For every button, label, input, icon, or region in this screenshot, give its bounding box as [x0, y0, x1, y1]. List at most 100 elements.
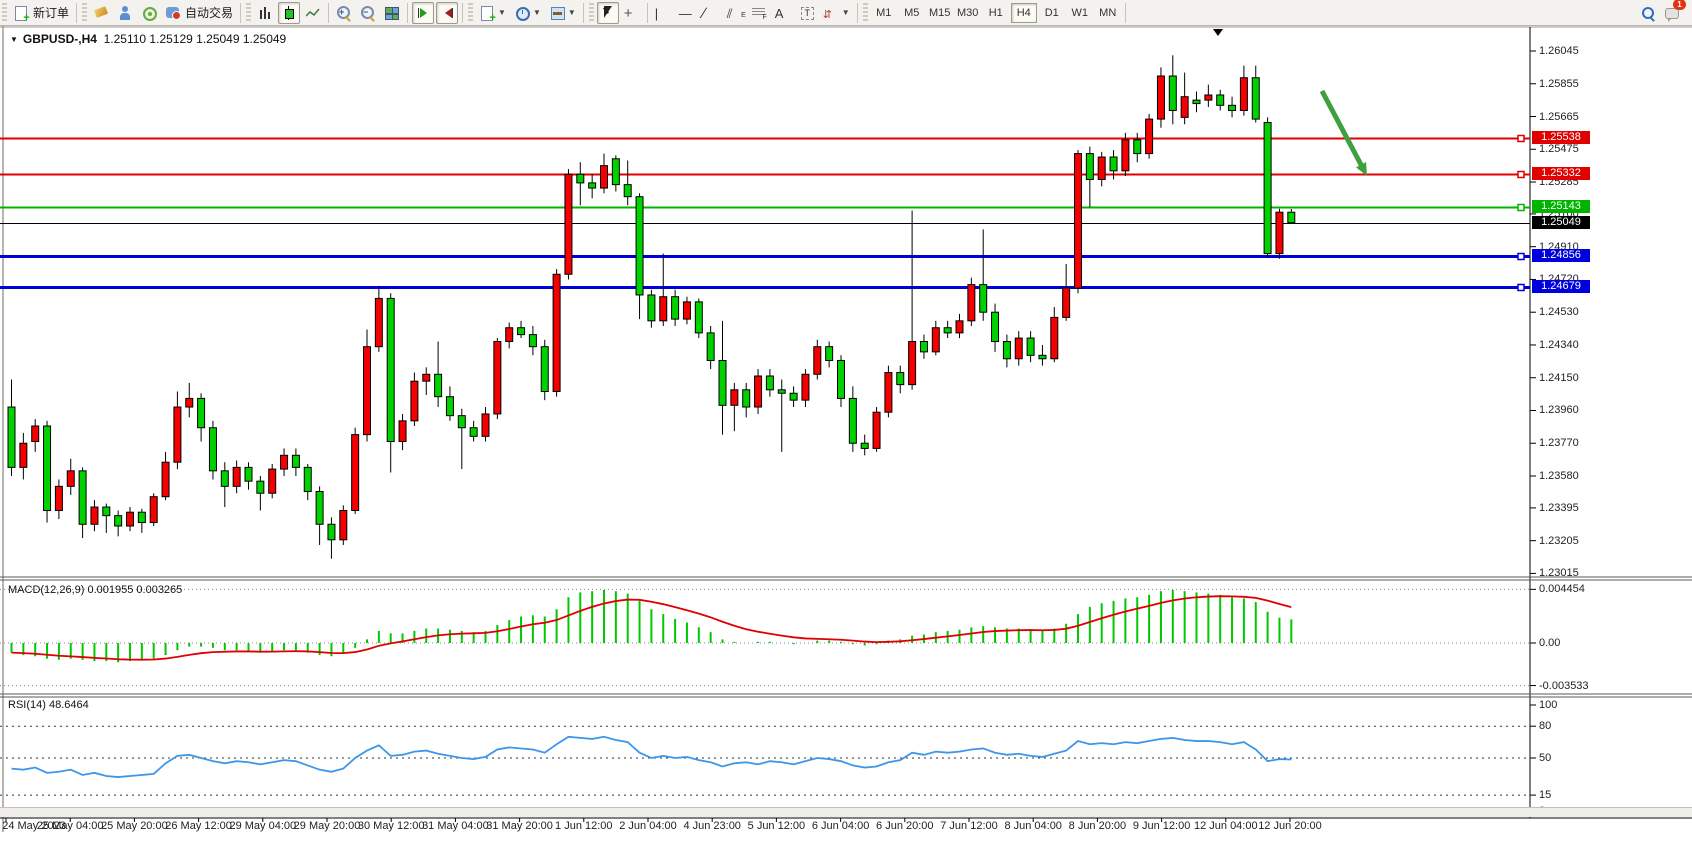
search-button[interactable]: [1637, 2, 1659, 24]
zoom-out-icon: −: [360, 5, 376, 22]
templates-icon: [549, 5, 565, 21]
channel-icon: ⫽: [727, 5, 743, 21]
signal-button[interactable]: [138, 2, 160, 24]
chart-title-dropdown-icon[interactable]: ▼: [10, 35, 18, 44]
candlestick-button[interactable]: [278, 1, 301, 24]
time-label-3: 26 May 12:00: [165, 820, 232, 832]
styler-button[interactable]: [90, 2, 112, 24]
timeframe-w1-button[interactable]: W1: [1071, 6, 1088, 19]
resistance-line-2-label: 1.25332: [1532, 166, 1590, 180]
toolbar-grip: [246, 2, 252, 23]
chart-shift-icon: [439, 5, 455, 21]
symbol-period-label: GBPUSD-,H4: [22, 32, 97, 46]
toolbar-separator: [646, 2, 648, 23]
line-chart-button[interactable]: [302, 2, 324, 24]
timeframe-d1-button[interactable]: D1: [1044, 6, 1059, 19]
time-label-10: 2 Jun 04:00: [619, 820, 677, 832]
timeframe-m1-button[interactable]: M1: [876, 6, 892, 19]
horizontal-line-button[interactable]: —: [676, 2, 698, 24]
support-line-1-handle[interactable]: [1517, 252, 1525, 261]
macd-tick-zero: 0.00: [1539, 637, 1561, 649]
chart-shift-button[interactable]: [436, 1, 459, 24]
price-tick-1.24530: 1.24530: [1539, 306, 1579, 319]
toolbar-separator: [328, 2, 330, 23]
rsi-tick-80: 80: [1539, 720, 1552, 733]
time-label-13: 6 Jun 04:00: [811, 820, 870, 832]
candlestick-icon: [281, 5, 297, 21]
support-line-2-handle[interactable]: [1517, 283, 1525, 292]
toolbar-separator: [582, 2, 584, 23]
vertical-line-button[interactable]: |: [652, 2, 674, 24]
axis-tick-marks: [5, 50, 1536, 822]
arrows-button[interactable]: ⇵ ▼: [820, 2, 853, 24]
templates-button[interactable]: ▼: [546, 2, 579, 24]
search-icon: [1640, 5, 1656, 22]
profile-icon: [117, 5, 133, 21]
indicators-button[interactable]: + ▼: [476, 2, 509, 24]
autotrading-button[interactable]: 自动交易: [162, 2, 236, 24]
text-label-icon: T: [799, 5, 815, 21]
cursor-icon: [600, 5, 616, 21]
macd-tick-max: 0.004454: [1539, 583, 1585, 596]
resistance-line-1-handle[interactable]: [1517, 134, 1525, 143]
trendline-button[interactable]: ∕: [700, 2, 722, 24]
chart-title: ▼ GBPUSD-,H4 1.25110 1.25129 1.25049 1.25…: [10, 32, 286, 46]
dropdown-arrow-icon: ▼: [532, 8, 541, 17]
text-button[interactable]: A: [772, 2, 794, 24]
toolbar-separator: [407, 2, 409, 23]
toolbar-grip: [588, 2, 594, 23]
dropdown-arrow-icon: ▼: [567, 8, 576, 17]
support-line-1-label: 1.24856: [1532, 249, 1590, 262]
trendline-icon: ∕: [702, 4, 706, 22]
channel-button[interactable]: ⫽: [724, 2, 746, 24]
text-label-button[interactable]: T: [796, 2, 818, 24]
rsi-tick-15: 15: [1539, 789, 1552, 802]
time-label-17: 8 Jun 20:00: [1068, 820, 1127, 832]
profile-button[interactable]: [114, 2, 136, 24]
toolbar-grip: [82, 2, 88, 23]
price-tick-1.24150: 1.24150: [1539, 371, 1579, 384]
timeframe-mn-button[interactable]: MN: [1099, 6, 1117, 19]
periods-button[interactable]: ▼: [511, 2, 544, 24]
timeframe-m5-button[interactable]: M5: [904, 6, 920, 19]
chart-canvas: [0, 26, 1692, 822]
cursor-button[interactable]: [596, 1, 619, 24]
auto-scroll-button[interactable]: [412, 1, 435, 24]
trend-arrow-annotation[interactable]: [1319, 89, 1365, 169]
bar-chart-button[interactable]: [254, 2, 276, 24]
price-tick-1.25665: 1.25665: [1539, 110, 1579, 123]
crayon-icon: [93, 5, 109, 21]
timeframe-m30-button[interactable]: M30: [957, 6, 979, 19]
rsi-tick-100: 100: [1539, 699, 1558, 711]
toolbar-separator: [76, 2, 78, 23]
rsi-line: [11, 735, 1292, 778]
zoom-in-button[interactable]: +: [333, 2, 355, 24]
price-tick-1.25855: 1.25855: [1539, 77, 1579, 90]
time-label-4: 29 May 04:00: [229, 820, 297, 832]
new-order-button[interactable]: + 新订单: [10, 2, 72, 24]
crosshair-button[interactable]: +: [621, 2, 643, 24]
fibonacci-button[interactable]: [748, 2, 770, 24]
resistance-line-2-handle[interactable]: [1517, 170, 1525, 179]
pivot-line-handle[interactable]: [1517, 203, 1525, 212]
resistance-line-1-label: 1.25538: [1532, 131, 1590, 145]
status-strip: [0, 807, 1692, 817]
toolbar-grip: [468, 2, 474, 23]
tile-windows-button[interactable]: [381, 2, 403, 24]
horizontal-price-lines: [0, 134, 1530, 292]
dropdown-arrow-icon: ▼: [841, 8, 850, 17]
time-label-5: 29 May 20:00: [293, 820, 361, 832]
toolbar-right-icons: 1: [1636, 0, 1686, 24]
timeframe-m15-button[interactable]: M15: [929, 6, 951, 19]
timeframe-h4-button[interactable]: H4: [1010, 2, 1037, 23]
notifications-button[interactable]: 1: [1661, 0, 1686, 24]
zoom-out-button[interactable]: −: [357, 2, 379, 24]
bar-chart-icon: [257, 5, 273, 21]
timeframe-h1-button[interactable]: H1: [988, 6, 1003, 19]
chart-window: ▼ GBPUSD-,H4 1.25110 1.25129 1.25049 1.25…: [0, 26, 1692, 832]
trend-arrow-head[interactable]: [1355, 162, 1367, 176]
chart-shift-marker: [1213, 29, 1223, 36]
arrows-icon: ⇵: [822, 8, 833, 21]
macd-indicator-label: MACD(12,26,9) 0.001955 0.003265: [8, 584, 183, 596]
tile-windows-icon: [384, 5, 400, 21]
